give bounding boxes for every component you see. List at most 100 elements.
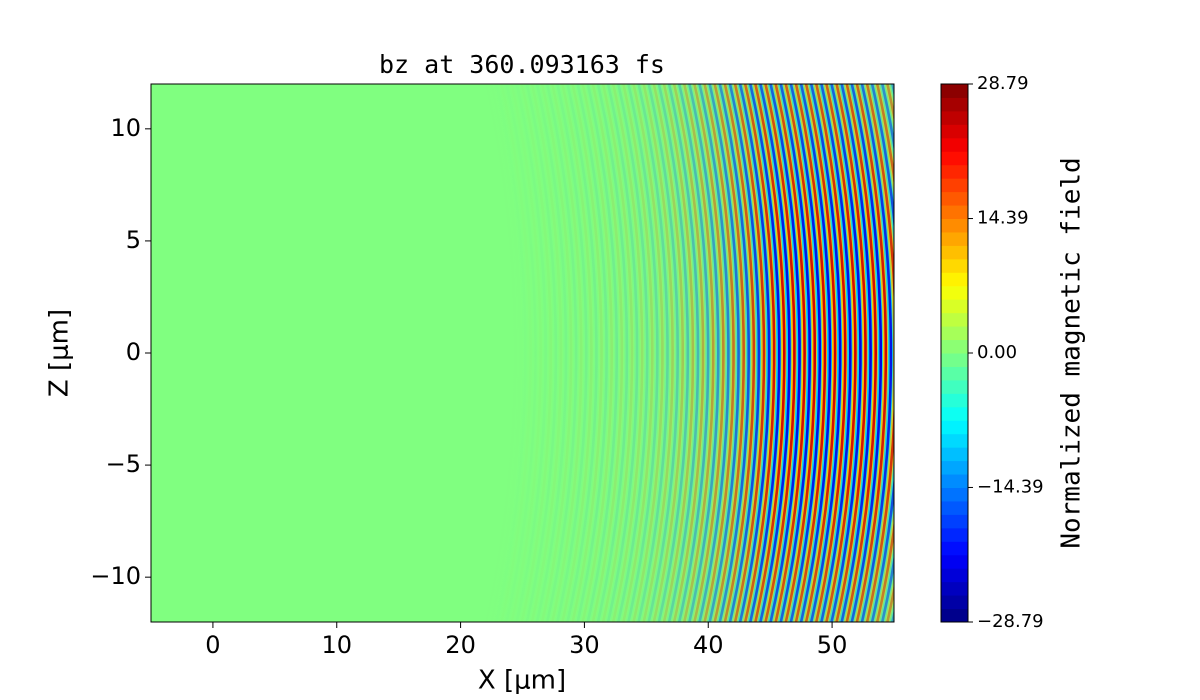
colorbar-segment (941, 272, 968, 287)
chart-title: bz at 360.093163 fs (379, 50, 665, 79)
wavefront (865, 84, 894, 622)
wavefront (657, 84, 690, 622)
wavefront (698, 84, 730, 622)
colorbar-segment (941, 500, 968, 515)
wavefront (632, 84, 664, 622)
wavefront (586, 84, 618, 622)
colorbar-segment (941, 299, 968, 314)
wavefront (804, 84, 837, 622)
colorbar-segment (941, 433, 968, 448)
colorbar-segment (941, 164, 968, 179)
y-tick-label: 0 (126, 338, 141, 366)
wavefront (860, 84, 893, 622)
y-tick-label: 10 (110, 114, 141, 142)
colorbar-tick-label: −28.79 (977, 611, 1044, 632)
wavefront (825, 84, 857, 622)
colorbar-segment (941, 379, 968, 394)
wavefront (637, 84, 669, 622)
x-tick-label: 10 (321, 631, 352, 659)
wavefront (784, 84, 816, 622)
wavefront (835, 84, 867, 622)
wavefront (718, 84, 750, 622)
colorbar-segment (941, 527, 968, 542)
wavefront (845, 84, 878, 622)
colorbar-segment (941, 420, 968, 435)
wavefront (596, 84, 629, 622)
wavefront (606, 84, 639, 622)
wavefront (799, 84, 832, 622)
wavefront (550, 84, 583, 622)
colorbar-segment (941, 406, 968, 421)
wavefront (892, 62, 926, 645)
wavefront (769, 84, 801, 622)
wavefront (733, 84, 766, 622)
wavefront (571, 84, 603, 622)
wavefront (814, 84, 847, 622)
colorbar-segment (941, 353, 968, 367)
wavefront (682, 84, 715, 622)
wavefront (794, 84, 827, 622)
colorbar-segment (941, 460, 968, 475)
colorbar-segment (941, 285, 968, 300)
colorbar-segment (941, 231, 968, 246)
wavefront (581, 84, 614, 622)
colorbar-tick-label: 0.00 (977, 342, 1017, 363)
wavefront (743, 84, 776, 622)
colorbar-segment (941, 595, 968, 610)
wavefront (850, 84, 882, 622)
colorbar-segment (941, 514, 968, 529)
colorbar-segment (941, 205, 968, 219)
colorbar-segment (941, 541, 968, 556)
wavefront (754, 84, 786, 622)
colorbar-segment (941, 326, 968, 341)
wavefront (764, 84, 796, 622)
colorbar-label: Normalized magnetic field (1057, 157, 1087, 548)
colorbar-segment (941, 447, 968, 462)
x-axis-label: X [μm] (478, 666, 566, 696)
colorbar-tick-label: 28.79 (977, 73, 1029, 94)
colorbar-segment (941, 393, 968, 408)
wavefront (774, 84, 806, 622)
wavefront (875, 84, 894, 622)
wavefront (591, 84, 624, 622)
wavefront (688, 84, 720, 622)
colorbar-segment (941, 191, 968, 206)
colorbar-segment (941, 339, 968, 354)
wavefront (723, 84, 756, 622)
wavefront (703, 84, 735, 622)
colorbar-tick-label: 14.39 (977, 208, 1029, 229)
colorbar-segment (941, 245, 968, 260)
heatmap-field (151, 62, 926, 645)
y-tick-label: −10 (90, 562, 141, 590)
wavefront (759, 84, 791, 622)
wavefront (738, 84, 771, 622)
wavefront (566, 84, 598, 622)
colorbar-segment (941, 178, 968, 193)
wavefront (672, 84, 705, 622)
wavefront (870, 84, 894, 622)
wavefront (667, 84, 700, 622)
y-axis-label: Z [μm] (45, 309, 75, 397)
wavefront (748, 84, 781, 622)
wavefront (627, 84, 659, 622)
wavefront (809, 84, 842, 622)
wavefront (616, 84, 649, 622)
wavefront (728, 84, 761, 622)
wavefront (556, 84, 588, 622)
wavefront (693, 84, 725, 622)
wavefront (611, 84, 644, 622)
wavefront (677, 84, 710, 622)
colorbar-segment (941, 258, 968, 273)
wavefront (779, 84, 812, 622)
colorbar-segment (941, 218, 968, 233)
colorbar-segment (941, 151, 968, 166)
colorbar-tick-label: −14.39 (977, 476, 1044, 497)
wavefront (820, 84, 852, 622)
wavefront (789, 84, 822, 622)
wavefront (652, 84, 684, 622)
colorbar-segment (941, 554, 968, 569)
colorbar-segment (941, 608, 968, 623)
wavefront (576, 84, 608, 622)
wavefront (713, 84, 746, 622)
